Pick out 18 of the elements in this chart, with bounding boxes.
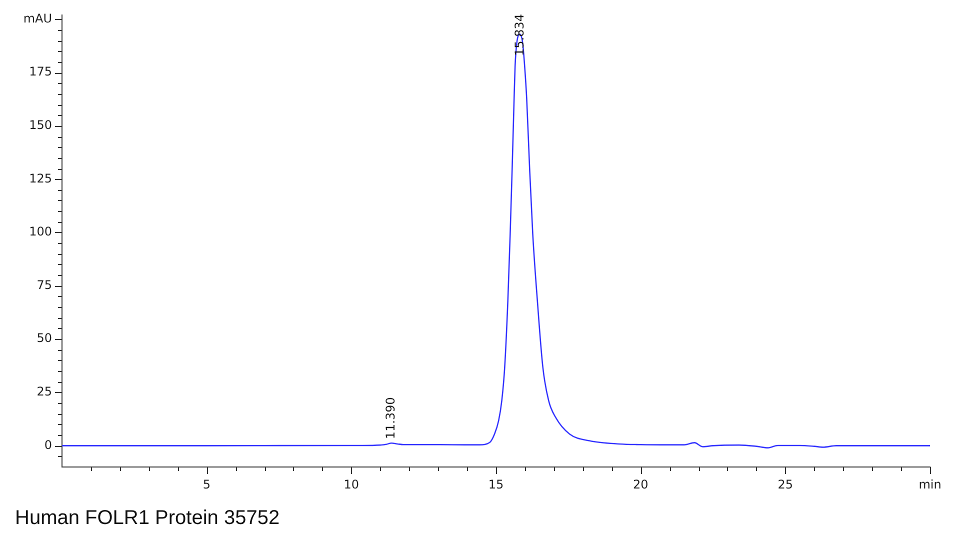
annotation: 11.390 — [384, 397, 398, 440]
x-tick-label: 25 — [778, 477, 793, 492]
y-tick-label: 125 — [29, 171, 52, 186]
y-tick-label: 50 — [36, 331, 52, 346]
y-tick-label: 175 — [29, 64, 52, 79]
x-tick-label: 20 — [633, 477, 648, 492]
x-tick-label: 10 — [344, 477, 359, 492]
y-tick-label: 75 — [36, 278, 52, 292]
x-tick-label: 5 — [202, 477, 210, 492]
x-tick-label: 15 — [488, 477, 504, 492]
y-tick-label: 150 — [29, 118, 52, 132]
text: Human FOLR1 Protein 35752 — [15, 506, 280, 531]
y-tick-label: 0 — [44, 438, 52, 452]
annotation: 15.834 — [512, 14, 526, 56]
y-tick-label: 100 — [29, 224, 52, 239]
x-tick-label: min — [918, 477, 942, 492]
y-tick-label: mAU — [23, 11, 52, 26]
y-tick-label: 25 — [36, 384, 52, 398]
